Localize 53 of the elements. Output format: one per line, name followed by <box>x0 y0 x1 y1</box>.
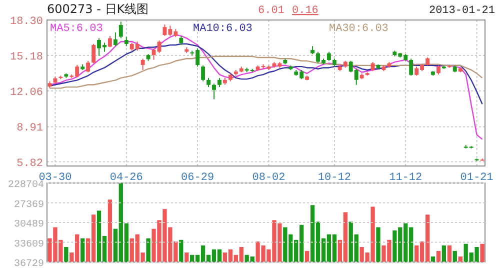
series-label: MA10:6.03 <box>193 23 252 35</box>
candlestick <box>201 64 206 82</box>
candlestick <box>212 83 216 100</box>
x-tick-label: 06-29 <box>181 172 214 184</box>
bar <box>179 240 184 262</box>
x-tick-label: 01-21 <box>460 172 494 184</box>
bar <box>146 238 150 262</box>
bar <box>480 244 484 262</box>
x-tick-label: 04-26 <box>110 172 143 184</box>
y-tick-label: 15.18 <box>10 51 43 64</box>
candlestick <box>206 77 210 88</box>
text: 2013-01-21 <box>428 5 496 17</box>
text: 228704 <box>8 180 44 191</box>
text: MA30:6.03 <box>329 23 388 35</box>
candlestick <box>92 43 96 64</box>
bar <box>304 250 310 262</box>
bar <box>452 250 457 262</box>
series-label: MA5:6.03 <box>50 23 103 35</box>
text: 30489 <box>14 220 44 230</box>
text: 27369 <box>14 200 44 211</box>
text: 36729 <box>14 259 44 270</box>
y-tick-label: 5.82 <box>16 158 43 170</box>
x-tick-label: 08-02 <box>252 172 286 184</box>
text: 0.16 <box>292 5 318 17</box>
x-tick-label: 10-12 <box>318 172 351 184</box>
candlestick <box>86 60 90 73</box>
candlestick <box>409 58 414 76</box>
bar <box>447 245 452 262</box>
candlestick <box>140 58 145 70</box>
bar <box>64 246 68 262</box>
bar <box>458 256 462 262</box>
bar <box>442 245 446 262</box>
bar <box>436 250 441 262</box>
candlestick <box>108 35 112 48</box>
bar <box>376 227 380 262</box>
x-tick-label: 11-12 <box>389 172 422 184</box>
candlestick <box>179 35 184 46</box>
bar <box>80 238 85 262</box>
y-tick-label: 18.30 <box>10 16 43 28</box>
candlestick <box>436 64 440 76</box>
y-tick-label: 8.91 <box>16 122 44 135</box>
chart-title: 600273 - 日K线图 <box>47 2 149 16</box>
bar <box>184 252 189 262</box>
bar <box>430 256 436 262</box>
candlestick <box>113 32 118 47</box>
candlestick <box>326 51 331 62</box>
candlestick <box>118 21 123 39</box>
candlestick <box>124 36 128 47</box>
y-tick-label: 12.06 <box>10 86 43 99</box>
text: 6.01 <box>258 5 285 17</box>
bar <box>108 200 112 262</box>
candlestick <box>217 77 222 88</box>
text: 33609 <box>14 239 44 250</box>
